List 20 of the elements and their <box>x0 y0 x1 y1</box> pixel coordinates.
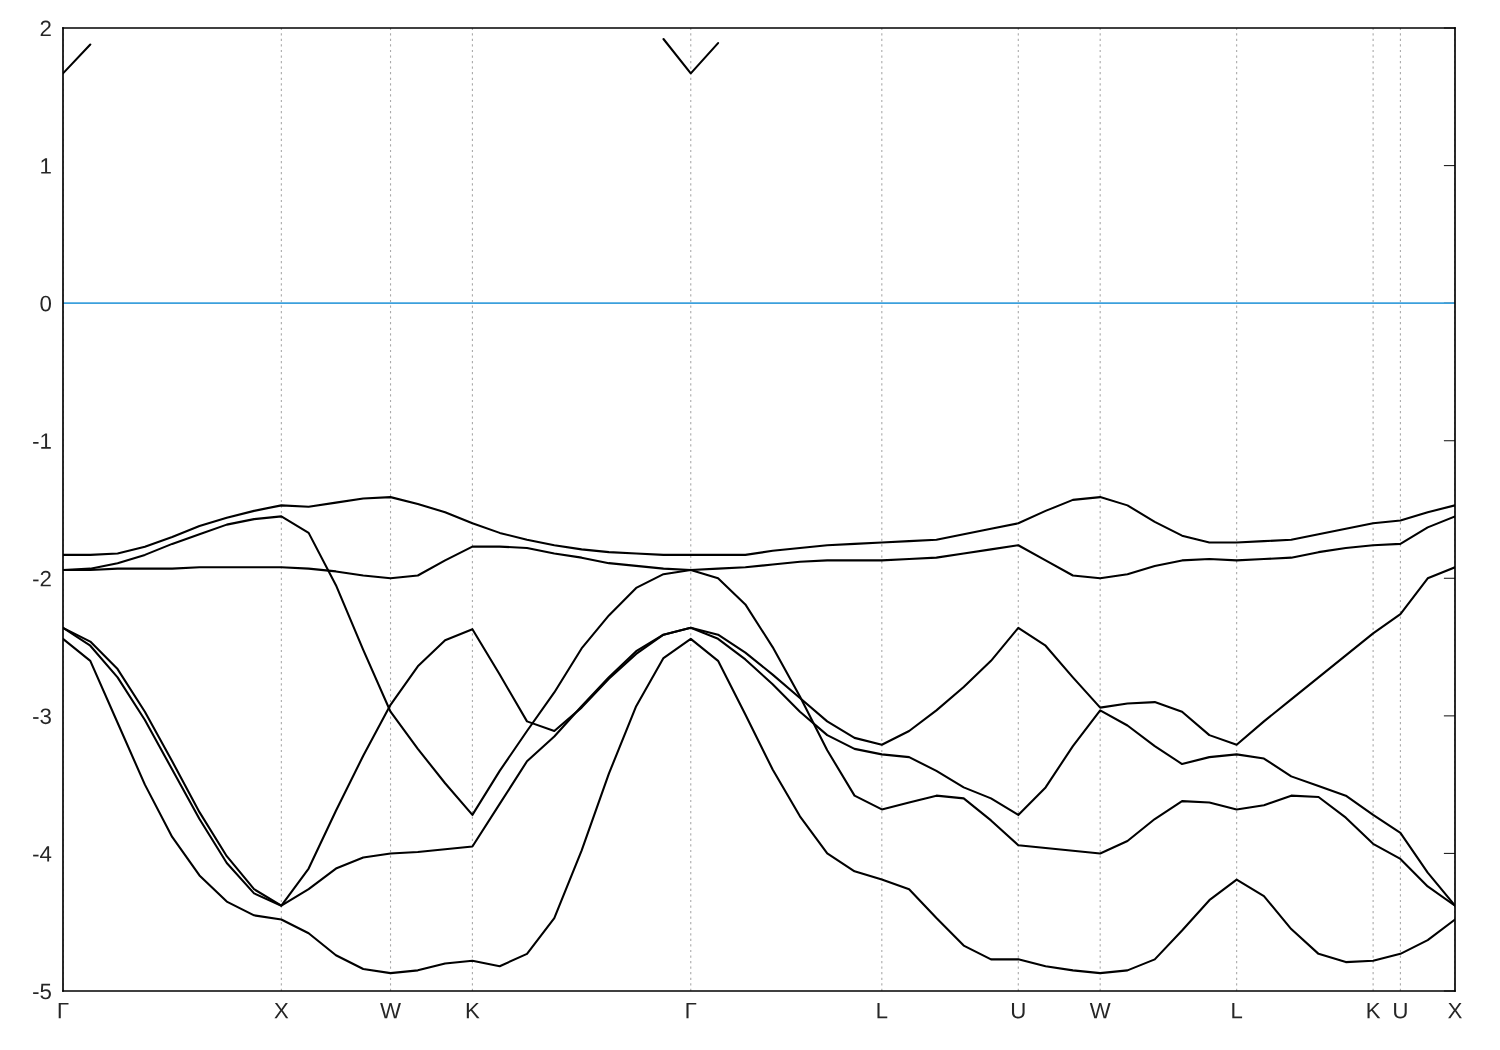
x-tick-label: X <box>1448 1002 1462 1019</box>
x-tick-label: L <box>1232 1002 1243 1019</box>
x-tick-label: X <box>274 1002 289 1019</box>
x-tick-label: Γ <box>58 1002 69 1019</box>
x-tick-label: L <box>877 1002 888 1019</box>
x-tick-label: K <box>1367 1002 1381 1019</box>
x-tick-label: U <box>1011 1002 1025 1019</box>
y-tick-label: 0 <box>40 295 52 312</box>
y-tick-label: 1 <box>41 158 51 174</box>
y-tick-label: 2 <box>40 20 51 37</box>
y-tick-label: -2 <box>33 570 51 587</box>
x-tick-label: U <box>1394 1002 1407 1019</box>
y-tick-label: -1 <box>33 433 51 449</box>
y-tick-label: -4 <box>33 846 52 862</box>
x-tick-label: K <box>466 1002 480 1019</box>
y-tick-label: -3 <box>33 708 51 725</box>
x-tick-label: W <box>380 1002 401 1019</box>
x-tick-label: W <box>1089 1002 1111 1019</box>
y-tick-label: -5 <box>33 983 51 1000</box>
x-tick-label: Γ <box>686 1002 697 1019</box>
